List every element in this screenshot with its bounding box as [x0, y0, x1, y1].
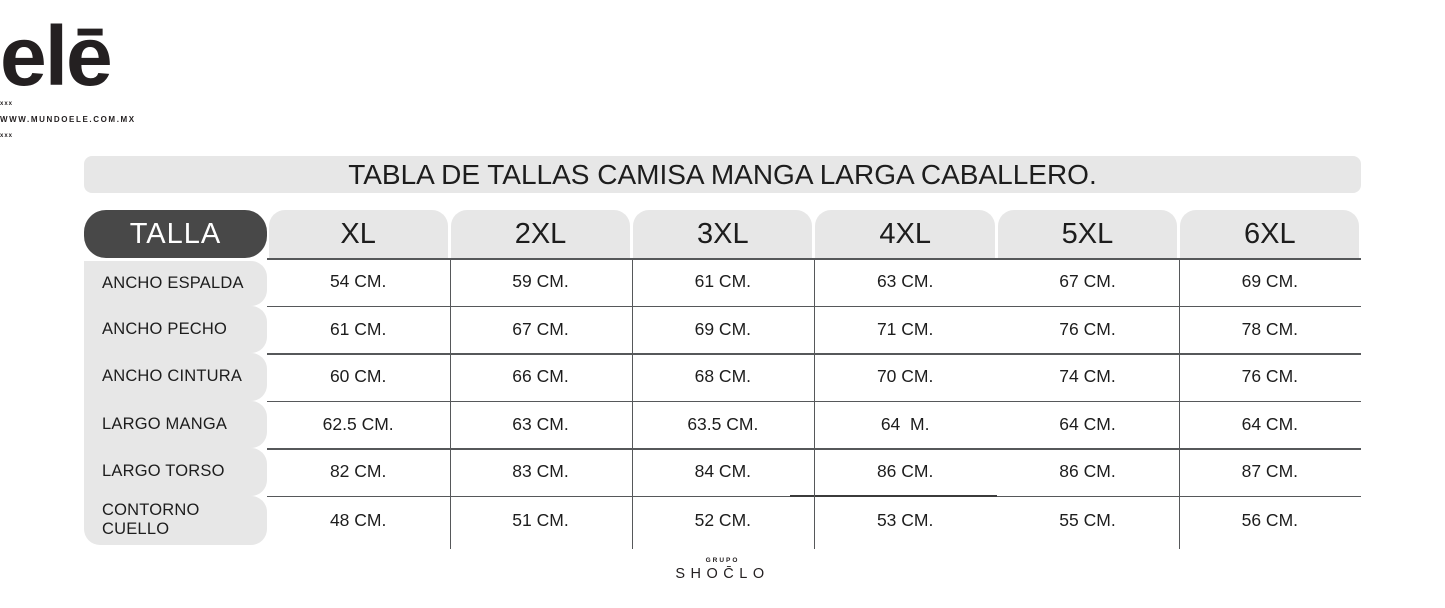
brand-website-text: WWW.MUNDOELE.COM.MX	[0, 115, 136, 124]
measurement-cell: 52 CM.	[694, 509, 752, 530]
measurement-cell: 69 CM.	[694, 318, 752, 339]
measurement-cell: 56 CM.	[1241, 509, 1299, 530]
size-header-5xl: 5XL	[997, 210, 1178, 258]
brand-logo: elē	[0, 9, 113, 103]
title-banner: TABLA DE TALLAS CAMISA MANGA LARGA CABAL…	[84, 156, 1361, 193]
measurement-cell: 54 CM.	[329, 271, 387, 292]
footer-group-label: GRUPO	[705, 557, 740, 564]
measurement-cell: 69 CM.	[1241, 271, 1299, 292]
measurement-cell: 64 M.	[880, 413, 930, 434]
measurements-grid: 54 CM. 59 CM. 61 CM. 63 CM. 67 CM. 69 CM…	[267, 258, 1361, 545]
row-label-ancho-cintura: ANCHO CINTURA	[84, 353, 267, 401]
measurement-cell: 82 CM.	[329, 461, 387, 482]
measurement-cell: 87 CM.	[1241, 461, 1299, 482]
size-header-6xl: 6XL	[1180, 210, 1360, 258]
row-label-largo-torso: LARGO TORSO	[84, 448, 267, 496]
measurement-cell: 70 CM.	[876, 366, 934, 387]
decor-xxx-bottom-icon: xxx	[0, 133, 14, 139]
size-header-2xl: 2XL	[450, 210, 631, 258]
decor-xxx-top-icon: xxx	[0, 101, 14, 107]
measurement-cell: 51 CM.	[512, 509, 569, 530]
measurement-cell: 76 CM.	[1059, 318, 1116, 339]
measurement-cell: 63 CM.	[876, 271, 934, 292]
measurement-cell: 67 CM.	[512, 318, 569, 339]
measurement-cell: 63 CM.	[512, 413, 569, 434]
measurement-cell: 84 CM.	[694, 461, 752, 482]
measurement-cell: 62.5 CM.	[322, 413, 394, 434]
measurement-cell: 59 CM.	[512, 271, 569, 292]
grid-vline	[631, 258, 633, 549]
measurement-cell: 63.5 CM.	[687, 413, 759, 434]
row-label-largo-manga: LARGO MANGA	[84, 400, 267, 448]
measurement-cell: 78 CM.	[1241, 318, 1299, 339]
measurement-cell: 61 CM.	[329, 318, 387, 339]
measurement-cell: 71 CM.	[876, 318, 934, 339]
row-label-ancho-pecho: ANCHO PECHO	[84, 305, 267, 353]
measurement-cell: 86 CM.	[876, 461, 934, 482]
size-header-4xl: 4XL	[815, 210, 995, 258]
measurement-cell: 76 CM.	[1241, 366, 1299, 387]
size-header-3xl: 3XL	[633, 210, 813, 258]
grid-vline	[449, 258, 451, 549]
measurement-cell: 74 CM.	[1059, 366, 1116, 387]
measurement-cell: 86 CM.	[1059, 461, 1116, 482]
measurement-cell: 68 CM.	[694, 366, 752, 387]
row-label-contorno-cuello: CONTORNO CUELLO	[84, 495, 267, 545]
measurement-cell: 64 CM.	[1241, 413, 1299, 434]
measurement-cell: 60 CM.	[329, 366, 387, 387]
grid-vline	[813, 258, 815, 549]
row-label-ancho-espalda: ANCHO ESPALDA	[84, 260, 267, 306]
measurement-cell: 83 CM.	[512, 461, 569, 482]
measurement-cell: 48 CM.	[329, 509, 387, 530]
row-labels-column: ANCHO ESPALDA ANCHO PECHO ANCHO CINTURA …	[84, 260, 267, 545]
measurement-cell: 53 CM.	[876, 509, 934, 530]
corner-cell-talla: TALLA	[84, 210, 267, 258]
size-header-row: XL 2XL 3XL 4XL 5XL 6XL	[267, 210, 1361, 258]
page-title: TABLA DE TALLAS CAMISA MANGA LARGA CABAL…	[348, 158, 1097, 190]
measurement-cell: 61 CM.	[694, 271, 752, 292]
grid-hline-dark-segment	[790, 494, 997, 497]
measurement-cell: 55 CM.	[1059, 509, 1116, 530]
measurement-cell: 67 CM.	[1059, 271, 1116, 292]
grid-vline	[1178, 258, 1180, 549]
size-header-xl: XL	[268, 210, 448, 258]
measurement-cell: 64 CM.	[1059, 413, 1116, 434]
measurement-cell: 66 CM.	[512, 366, 569, 387]
footer-group-logo: SHOC̄LO	[675, 566, 770, 582]
